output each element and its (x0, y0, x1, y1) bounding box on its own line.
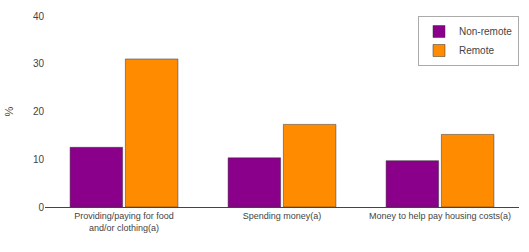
svg-text:0: 0 (38, 202, 44, 213)
svg-text:Remote: Remote (459, 45, 494, 56)
svg-text:40: 40 (33, 11, 45, 22)
svg-text:Providing/paying for foodand/o: Providing/paying for foodand/or clothing… (74, 211, 174, 233)
svg-text:10: 10 (33, 154, 45, 165)
svg-text:%: % (3, 106, 15, 116)
svg-text:Money to help pay housing cost: Money to help pay housing costs(a) (369, 211, 511, 221)
svg-text:Non-remote: Non-remote (459, 26, 512, 37)
svg-text:30: 30 (33, 58, 45, 69)
svg-text:Spending money(a): Spending money(a) (243, 211, 322, 221)
svg-text:20: 20 (33, 106, 45, 117)
